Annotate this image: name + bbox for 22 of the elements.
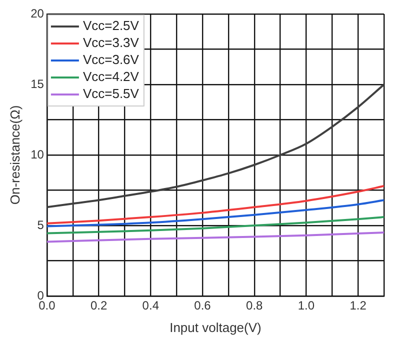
x-tick-label: 0.8 bbox=[246, 298, 264, 313]
y-tick-label: 10 bbox=[30, 147, 44, 162]
line-series bbox=[46, 232, 384, 243]
line-series bbox=[46, 185, 384, 224]
legend-label: Vcc=4.2V bbox=[82, 69, 140, 84]
legend-label: Vcc=2.5V bbox=[82, 18, 140, 34]
y-axis-title: On-resistance(Ω) bbox=[7, 105, 22, 205]
x-tick-label: 0.6 bbox=[194, 298, 212, 313]
y-tick-label: 20 bbox=[30, 6, 44, 20]
y-tick-label: 5 bbox=[37, 218, 44, 232]
legend-label: Vcc=3.3V bbox=[82, 35, 140, 50]
legend-label: Vcc=3.6V bbox=[82, 52, 140, 68]
x-axis-title: Input voltage(V) bbox=[170, 320, 262, 335]
y-tick-label: 15 bbox=[30, 76, 44, 91]
line-series bbox=[46, 199, 384, 228]
x-tick-label: 1.0 bbox=[298, 298, 315, 313]
x-tick-label: 0.4 bbox=[142, 298, 160, 313]
x-tick-label: 1.2 bbox=[350, 298, 367, 313]
line-series bbox=[46, 216, 384, 234]
legend-label: Vcc=5.5V bbox=[82, 86, 140, 102]
line-series bbox=[46, 84, 384, 208]
x-tick-label: 0.2 bbox=[90, 298, 108, 313]
